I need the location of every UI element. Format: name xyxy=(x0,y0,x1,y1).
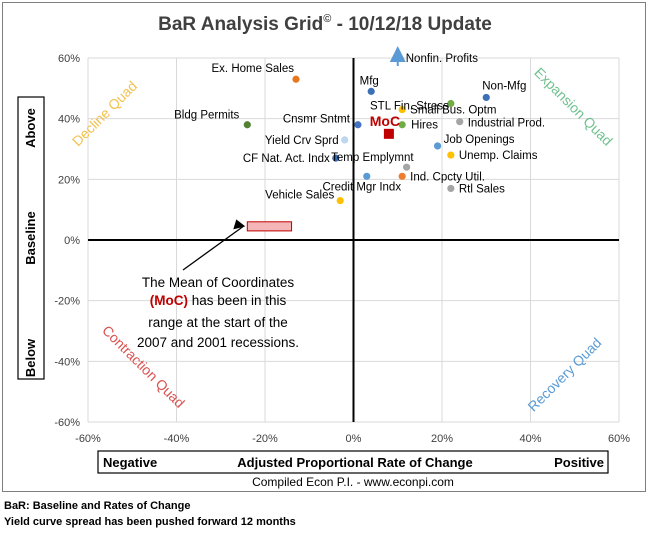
footnote-yield-curve: Yield curve spread has been pushed forwa… xyxy=(4,516,296,528)
data-point xyxy=(367,87,375,95)
point-label: Vehicle Sales xyxy=(265,190,334,202)
callout-text: The Mean of Coordinates (MoC) has been i… xyxy=(137,275,299,350)
x-tick-label: -40% xyxy=(164,433,190,445)
x-tick-label: 0% xyxy=(346,433,362,445)
y-tick-label: 40% xyxy=(58,114,80,126)
data-point xyxy=(243,121,251,129)
data-point xyxy=(398,121,406,129)
data-point xyxy=(398,105,406,114)
y-axis-label-below: Below xyxy=(23,338,38,377)
data-point xyxy=(341,136,349,144)
point-label: Temp Emplymnt xyxy=(331,152,414,164)
callout-line-2: (MoC) has been in this xyxy=(150,293,287,308)
data-point xyxy=(447,151,455,159)
x-tick-label: 40% xyxy=(519,433,541,445)
quad-label-expansion: Expansion Quad xyxy=(531,64,616,149)
point-label: Mfg xyxy=(360,75,379,87)
y-tick-label: -20% xyxy=(54,296,80,308)
point-label: Credit Mgr Indx xyxy=(322,181,401,193)
callout-line-4: 2007 and 2001 recessions. xyxy=(137,335,299,350)
callout-arrow-head xyxy=(233,219,246,230)
x-axis-title: Adjusted Proportional Rate of Change xyxy=(237,455,472,470)
data-points xyxy=(243,46,490,205)
chart-frame xyxy=(2,2,646,492)
x-axis-label-box xyxy=(97,450,609,474)
point-label: Unemp. Claims xyxy=(459,150,538,162)
data-point xyxy=(482,93,490,102)
tick-labels: -60% -40% -20% 0% 20% 40% 60% -60% -40% -20% 0% 20%… xyxy=(54,53,630,445)
moc-range-box xyxy=(246,221,293,232)
data-point xyxy=(398,172,406,180)
moc-label: MoC xyxy=(370,113,400,129)
chart-title: BaR Analysis Grid© - 10/12/18 Update xyxy=(158,13,492,35)
y-tick-label: 0% xyxy=(64,235,80,247)
y-tick-label: 20% xyxy=(58,174,80,186)
point-label: CF Nat. Act. Indx xyxy=(243,153,330,165)
y-tick-label: 60% xyxy=(58,53,80,65)
quad-label-recovery: Recovery Quad xyxy=(524,334,604,414)
x-axis-label-positive: Positive xyxy=(554,455,604,470)
data-point xyxy=(354,121,362,129)
point-label: Hires xyxy=(411,120,438,132)
point-label: Non-Mfg xyxy=(482,80,526,92)
point-label: Job Openings xyxy=(444,134,515,146)
data-point xyxy=(433,142,442,150)
y-axis-label-baseline: Baseline xyxy=(23,211,38,264)
point-label: Industrial Prod. xyxy=(468,118,545,130)
data-point xyxy=(447,184,455,193)
data-point xyxy=(447,99,455,108)
point-label: STL Fin. Stress xyxy=(370,101,449,113)
x-tick-label: 60% xyxy=(608,433,630,445)
axes xyxy=(88,58,619,422)
footnote-bar-definition: BaR: Baseline and Rates of Change xyxy=(4,500,191,512)
data-point xyxy=(363,172,371,180)
data-point xyxy=(336,196,344,205)
point-label: Rtl Sales xyxy=(459,183,505,195)
moc-range-layer xyxy=(182,219,293,271)
point-label: Yield Crv Sprd xyxy=(265,135,339,147)
y-axis-label-above: Above xyxy=(23,108,38,148)
data-point xyxy=(292,75,300,83)
moc-marker xyxy=(383,128,394,139)
point-label: Ex. Home Sales xyxy=(212,63,295,75)
callout-arrow-shaft xyxy=(182,225,244,271)
y-tick-label: -40% xyxy=(54,356,80,368)
point-label: Nonfin. Profits xyxy=(406,53,478,65)
callout-line-1: The Mean of Coordinates xyxy=(142,275,295,290)
x-tick-label: -20% xyxy=(252,433,278,445)
x-tick-label: 20% xyxy=(431,433,453,445)
source-credit: Compiled Econ P.I. - www.econpi.com xyxy=(252,475,454,489)
y-axis-label-box xyxy=(17,96,45,380)
point-label: Cnsmr Sntmt xyxy=(283,114,351,126)
point-labels: Ex. Home Sales Mfg Nonfin. Profits Non-Mfg S… xyxy=(174,53,545,202)
callout-line-3: range at the start of the xyxy=(148,315,288,330)
y-tick-label: -60% xyxy=(54,417,80,429)
point-label: Small Bus. Optm xyxy=(410,105,496,117)
x-tick-label: -60% xyxy=(75,433,101,445)
data-point xyxy=(403,163,411,171)
data-point xyxy=(332,154,340,162)
data-point xyxy=(456,118,464,126)
point-label: Ind. Cpcty Util. xyxy=(410,171,485,183)
point-label: Bldg Permits xyxy=(174,110,239,122)
x-axis-label-negative: Negative xyxy=(103,455,157,470)
